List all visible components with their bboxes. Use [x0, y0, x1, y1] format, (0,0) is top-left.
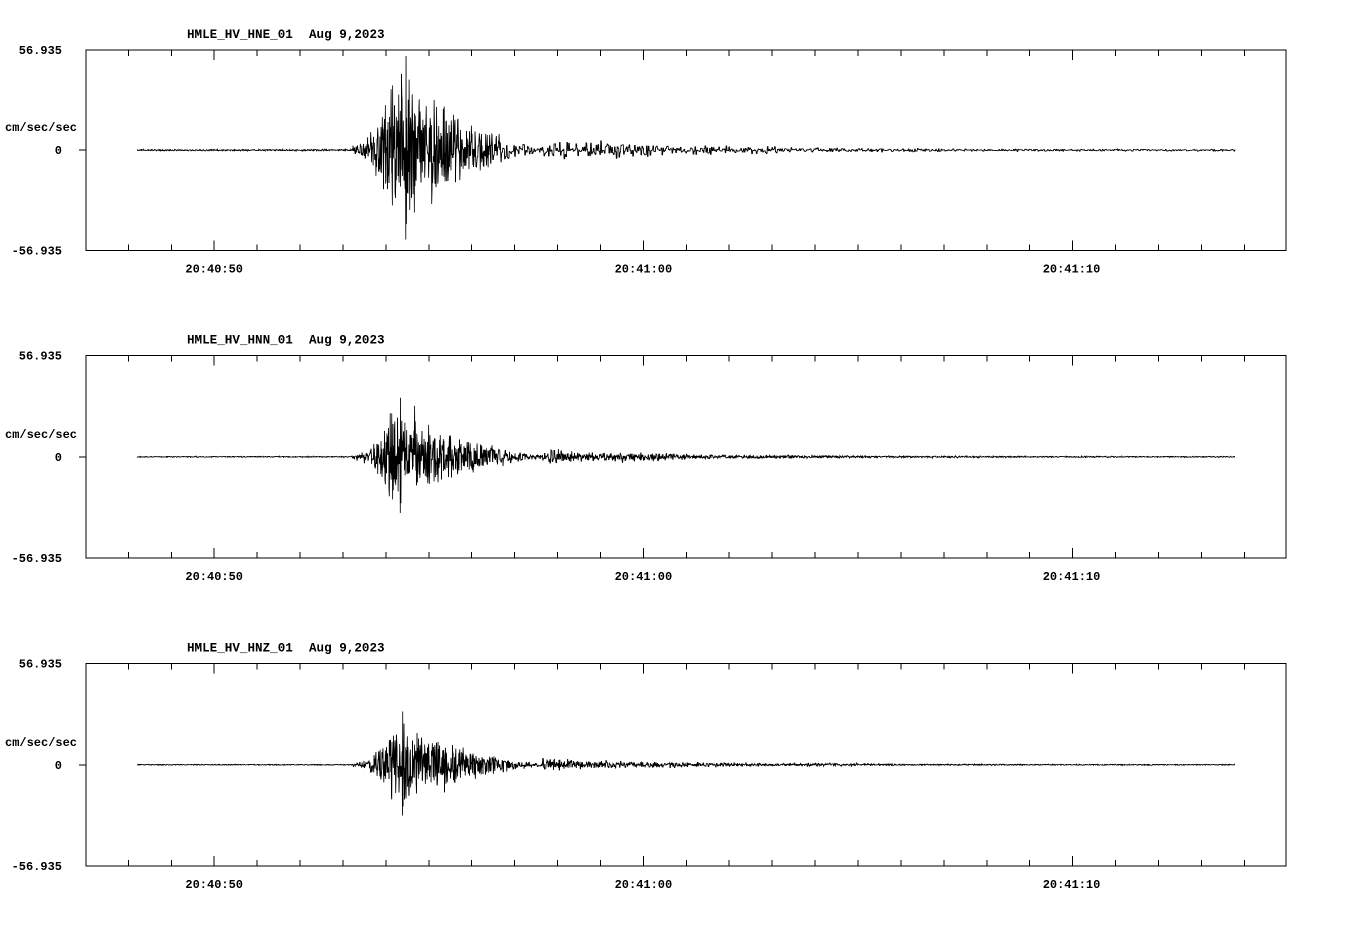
svg-text:56.935: 56.935	[19, 44, 62, 58]
svg-text:0: 0	[55, 144, 62, 158]
svg-text:20:41:00: 20:41:00	[615, 570, 673, 584]
svg-text:0: 0	[55, 759, 62, 773]
svg-text:20:41:10: 20:41:10	[1043, 262, 1101, 276]
svg-text:56.935: 56.935	[19, 349, 62, 363]
svg-text:20:40:50: 20:40:50	[185, 878, 243, 892]
svg-text:cm/sec/sec: cm/sec/sec	[5, 121, 77, 135]
svg-text:-56.935: -56.935	[12, 860, 62, 874]
svg-text:cm/sec/sec: cm/sec/sec	[5, 736, 77, 750]
svg-text:0: 0	[55, 451, 62, 465]
svg-text:HMLE_HV_HNZ_01: HMLE_HV_HNZ_01	[187, 642, 293, 656]
svg-text:20:41:10: 20:41:10	[1043, 878, 1101, 892]
svg-text:-56.935: -56.935	[12, 552, 62, 566]
svg-text:20:41:10: 20:41:10	[1043, 570, 1101, 584]
svg-text:HMLE_HV_HNN_01: HMLE_HV_HNN_01	[187, 333, 293, 347]
svg-text:56.935: 56.935	[19, 658, 62, 672]
svg-text:HMLE_HV_HNE_01: HMLE_HV_HNE_01	[187, 28, 293, 42]
svg-text:20:41:00: 20:41:00	[615, 878, 673, 892]
svg-text:-56.935: -56.935	[12, 244, 62, 258]
svg-text:cm/sec/sec: cm/sec/sec	[5, 428, 77, 442]
svg-text:Aug 9,2023: Aug 9,2023	[309, 28, 385, 42]
svg-text:Aug 9,2023: Aug 9,2023	[309, 642, 385, 656]
svg-text:20:40:50: 20:40:50	[185, 262, 243, 276]
svg-text:Aug 9,2023: Aug 9,2023	[309, 333, 385, 347]
svg-text:20:40:50: 20:40:50	[185, 570, 243, 584]
svg-text:20:41:00: 20:41:00	[615, 262, 673, 276]
